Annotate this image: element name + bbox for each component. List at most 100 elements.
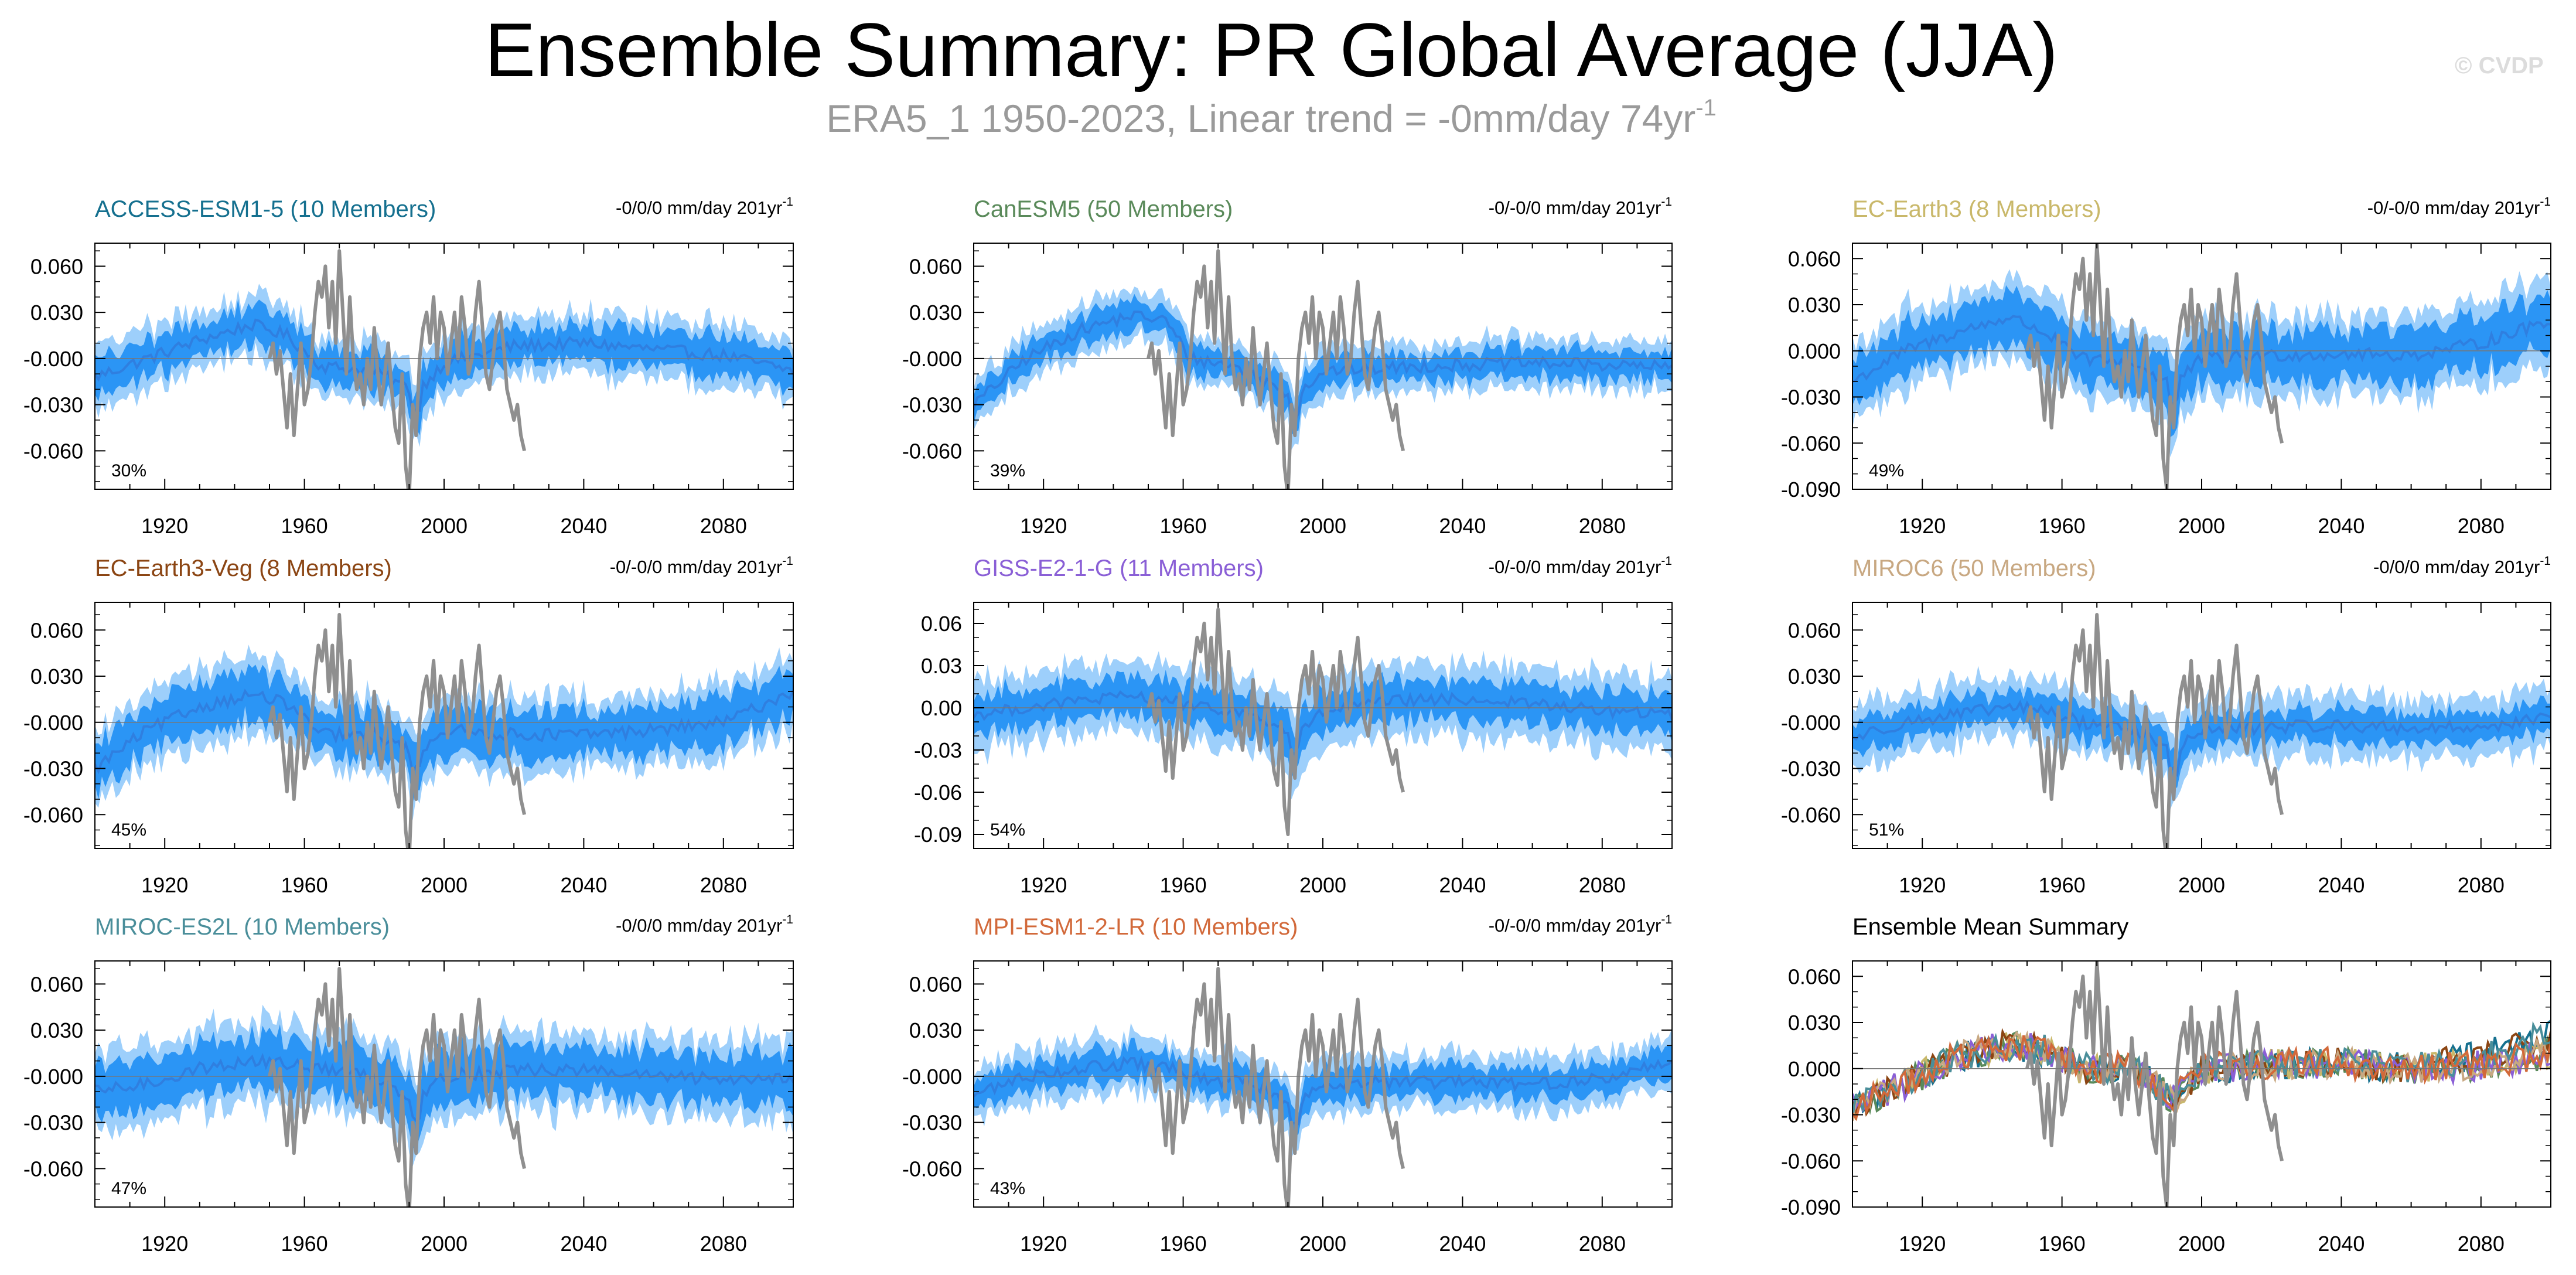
y-tick-label: -0.030 [1781, 386, 1841, 410]
trend-label-text: -0/-0/0 mm/day 201yr [1489, 915, 1661, 936]
observation-line [268, 613, 527, 848]
percent-label: 39% [990, 461, 1025, 480]
x-tick-label: 2000 [421, 873, 468, 897]
ensemble-mean-line [974, 311, 1672, 424]
x-tick-label: 2000 [2178, 514, 2225, 538]
plot-area [95, 613, 793, 848]
chart-panel-3: 1920 1960 2000 2040 2080 0.060 0.030 0.000 -0.03… [1781, 195, 2551, 538]
y-tick-label: 0.030 [30, 1018, 83, 1042]
x-tick-label: 2080 [2458, 1232, 2505, 1256]
x-tick-label: 2040 [560, 1232, 607, 1256]
x-tick-label: 2080 [1579, 1232, 1626, 1256]
x-tick-label: 2080 [2458, 514, 2505, 538]
plot-area [974, 608, 1672, 836]
y-tick-label: -0.060 [23, 439, 83, 463]
trend-label: -0/-0/0 mm/day 201yr-1 [1489, 554, 1672, 577]
y-tick-label: -0.090 [1781, 478, 1841, 502]
x-tick-label: 1960 [281, 514, 328, 538]
y-tick-label: -0.060 [23, 803, 83, 827]
x-tick-label: 1920 [1899, 873, 1946, 897]
y-tick-label: 0.000 [1788, 1057, 1841, 1081]
x-tick-label: 2080 [700, 1232, 747, 1256]
y-tick-label: -0.060 [902, 439, 962, 463]
y-tick-label: -0.030 [902, 1111, 962, 1135]
observation-line [1147, 967, 1405, 1207]
x-tick-label: 1960 [1160, 514, 1207, 538]
subtitle-text: ERA5_1 1950-2023, Linear trend = -0mm/da… [826, 97, 1696, 140]
y-tick-label: 0.060 [1788, 964, 1841, 988]
y-tick-label: -0.030 [23, 393, 83, 417]
panel-title: EC-Earth3 (8 Members) [1852, 196, 2101, 222]
panel-title: MPI-ESM1-2-LR (10 Members) [974, 914, 1298, 940]
x-tick-label: 2000 [1299, 514, 1346, 538]
y-tick-label: 0.030 [909, 301, 962, 325]
panel-title: ACCESS-ESM1-5 (10 Members) [95, 196, 436, 222]
y-tick-label: 0.060 [30, 618, 83, 642]
x-tick-label: 2040 [1439, 873, 1486, 897]
trend-label-superscript: -1 [1661, 554, 1672, 568]
ensemble-range-inner [974, 669, 1672, 779]
trend-label-superscript: -1 [782, 195, 793, 209]
y-tick-label: -0.030 [1781, 757, 1841, 781]
y-tick-label: -0.000 [902, 347, 962, 371]
trend-label: -0/0/0 mm/day 201yr-1 [616, 195, 793, 218]
y-tick-label: 0.060 [909, 972, 962, 996]
x-tick-label: 1920 [141, 514, 188, 538]
observation-line [268, 249, 527, 489]
trend-label: -0/-0/0 mm/day 201yr-1 [610, 554, 793, 577]
trend-label: -0/0/0 mm/day 201yr-1 [2373, 554, 2551, 577]
trend-label: -0/0/0 mm/day 201yr-1 [616, 913, 793, 936]
trend-label-text: -0/-0/0 mm/day 201yr [1489, 557, 1661, 577]
percent-label: 30% [111, 461, 146, 480]
panel-title: CanESM5 (50 Members) [974, 196, 1233, 222]
x-tick-label: 2040 [2318, 873, 2365, 897]
plot-area [95, 249, 793, 489]
y-tick-label: -0.030 [1781, 1103, 1841, 1127]
chart-panel-5: 1920 1960 2000 2040 2080 0.06 0.03 0.00 -0.03 -0.… [914, 554, 1673, 897]
x-tick-label: 1920 [1020, 1232, 1067, 1256]
chart-panel-8: 1920 1960 2000 2040 2080 0.060 0.030 -0.000 -0.0… [902, 913, 1673, 1256]
ensemble-range-inner [1852, 685, 2551, 791]
y-tick-label: 0.03 [921, 654, 962, 678]
ensemble-mean-line [1852, 699, 2551, 778]
observation-line [2025, 961, 2284, 1207]
x-tick-label: 2000 [2178, 1232, 2225, 1256]
x-tick-label: 2040 [2318, 514, 2365, 538]
y-tick-label: -0.030 [23, 757, 83, 781]
x-tick-label: 2040 [1439, 1232, 1486, 1256]
trend-label-text: -0/0/0 mm/day 201yr [616, 915, 782, 936]
plot-area [95, 967, 793, 1207]
x-tick-label: 2080 [1579, 514, 1626, 538]
x-tick-label: 2040 [2318, 1232, 2365, 1256]
trend-label-text: -0/-0/0 mm/day 201yr [1489, 197, 1661, 218]
y-tick-label: -0.000 [902, 1065, 962, 1089]
x-tick-label: 2000 [2178, 873, 2225, 897]
chart-panel-4: 1920 1960 2000 2040 2080 0.060 0.030 -0.000 -0.0… [23, 554, 794, 897]
y-tick-label: -0.060 [1781, 431, 1841, 455]
y-tick-label: 0.00 [921, 696, 962, 720]
y-tick-label: 0.060 [30, 254, 83, 278]
y-tick-label: 0.030 [1788, 664, 1841, 688]
x-tick-label: 2040 [1439, 514, 1486, 538]
ensemble-range-inner [974, 294, 1672, 436]
ensemble-mean-line [95, 318, 793, 414]
ensemble-mean-line [974, 1055, 1672, 1126]
trend-label-superscript: -1 [782, 554, 793, 568]
x-tick-label: 2080 [2458, 873, 2505, 897]
summary-series-6 [1852, 1030, 2551, 1121]
y-tick-label: -0.090 [1781, 1195, 1841, 1219]
x-tick-label: 1960 [1160, 873, 1207, 897]
chart-panel-9: 1920 1960 2000 2040 2080 0.060 0.030 0.000 -0.03… [1781, 914, 2551, 1256]
x-tick-label: 1960 [1160, 1232, 1207, 1256]
page-title: Ensemble Summary: PR Global Average (JJA… [485, 7, 2058, 93]
x-tick-label: 1960 [281, 1232, 328, 1256]
page-subtitle: ERA5_1 1950-2023, Linear trend = -0mm/da… [0, 95, 2543, 142]
x-tick-label: 2040 [560, 873, 607, 897]
x-tick-label: 1920 [1020, 873, 1067, 897]
x-tick-label: 2080 [1579, 873, 1626, 897]
panel-title: Ensemble Mean Summary [1852, 914, 2128, 940]
trend-label: -0/-0/0 mm/day 201yr-1 [1489, 913, 1672, 936]
y-tick-label: -0.060 [23, 1157, 83, 1181]
percent-label: 43% [990, 1179, 1025, 1198]
x-tick-label: 1920 [141, 1232, 188, 1256]
